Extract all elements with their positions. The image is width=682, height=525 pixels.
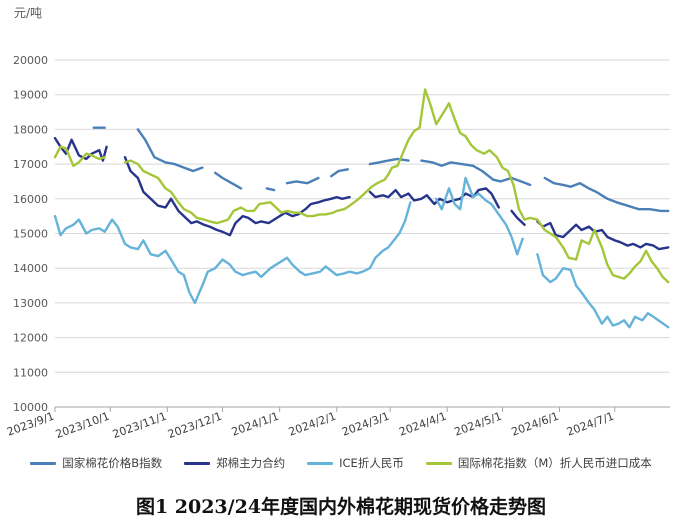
y-tick-label: 13000 xyxy=(13,297,48,310)
series-line-3 xyxy=(53,176,670,329)
x-tick-label: 2023/10/1 xyxy=(54,410,111,442)
chart-legend: 国家棉花价格B指数 郑棉主力合约 ICE折人民币 国际棉花指数（M）折人民币进口成本 xyxy=(0,454,682,472)
x-tick-label: 2024/5/1 xyxy=(453,410,504,439)
price-line-chart: 10000 11000 12000 13000 14000 15000 16000 17000… xyxy=(5,54,670,442)
legend-item-4: 国际棉花指数（M）折人民币进口成本 xyxy=(425,454,652,472)
y-tick-label: 11000 xyxy=(13,366,48,379)
y-axis-unit: 元/吨 xyxy=(14,6,43,20)
x-tick-label: 2024/2/1 xyxy=(287,410,338,439)
series-line-4 xyxy=(53,88,670,284)
y-tick-label: 15000 xyxy=(13,228,48,241)
legend-swatch xyxy=(425,461,452,465)
legend-swatch xyxy=(307,461,334,465)
x-tick-label: 2023/12/1 xyxy=(166,410,223,442)
series-line-2 xyxy=(53,136,670,251)
legend-swatch xyxy=(30,461,57,465)
y-tick-label: 17000 xyxy=(13,158,48,171)
series-line-1 xyxy=(92,126,670,213)
figure-caption: 图1 2023/24年度国内外棉花期现货价格走势图 xyxy=(135,496,547,518)
y-tick-label: 14000 xyxy=(13,262,48,275)
x-tick-label: 2024/7/1 xyxy=(565,410,616,439)
x-tick-label: 2024/4/1 xyxy=(397,410,448,439)
x-tick-label: 2024/1/1 xyxy=(230,410,281,439)
x-tick-label: 2024/6/1 xyxy=(510,410,561,439)
legend-label: ICE折人民币 xyxy=(339,456,404,470)
y-tick-label: 10000 xyxy=(13,401,48,414)
x-tick-label: 2023/11/1 xyxy=(111,410,168,442)
y-tick-label: 12000 xyxy=(13,332,48,345)
legend-label: 国际棉花指数（M）折人民币进口成本 xyxy=(457,456,652,470)
y-tick-label: 18000 xyxy=(13,123,48,136)
legend-label: 国家棉花价格B指数 xyxy=(62,456,163,470)
legend-label: 郑棉主力合约 xyxy=(216,456,286,470)
legend-item-2: 郑棉主力合约 xyxy=(184,454,285,472)
y-tick-label: 20000 xyxy=(13,54,48,67)
x-tick-label: 2024/3/1 xyxy=(340,410,391,439)
y-tick-label: 16000 xyxy=(13,193,48,206)
legend-item-1: 国家棉花价格B指数 xyxy=(30,454,162,472)
legend-swatch xyxy=(184,461,211,465)
legend-item-3: ICE折人民币 xyxy=(307,454,404,472)
y-tick-label: 19000 xyxy=(13,89,48,102)
